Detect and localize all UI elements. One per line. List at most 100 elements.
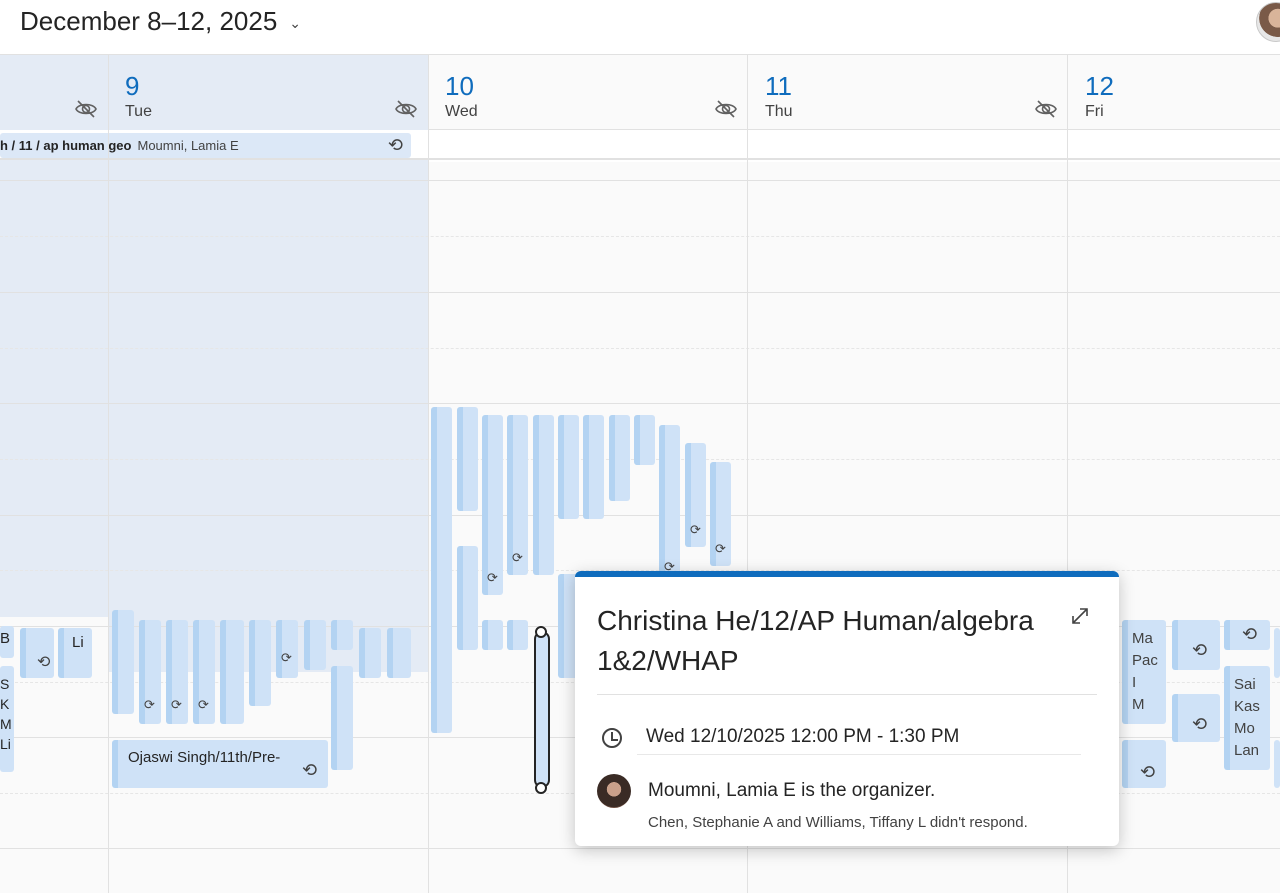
hour-line <box>0 180 1280 181</box>
column-divider <box>108 55 109 893</box>
expand-icon[interactable] <box>1069 605 1091 627</box>
calendar-event[interactable]: Sai Kas Mo Lan <box>1224 666 1270 770</box>
hour-line <box>0 515 1280 516</box>
repeat-icon: ⟲ <box>387 135 403 155</box>
calendar-event[interactable] <box>193 620 215 724</box>
day-header-tue[interactable]: 9 Tue <box>108 55 428 130</box>
calendar-event[interactable] <box>710 462 731 566</box>
day-header-wed[interactable]: 10 Wed <box>428 55 748 130</box>
calendar-event[interactable] <box>166 620 188 724</box>
resize-handle-top[interactable] <box>535 626 547 638</box>
calendar-event[interactable] <box>304 620 326 670</box>
calendar-event[interactable]: S K M Li <box>0 666 14 772</box>
eye-off-icon[interactable] <box>1034 97 1058 121</box>
event-peek-card: Christina He/12/AP Human/algebra 1&2/WHA… <box>575 571 1119 846</box>
repeat-icon: ⟲ <box>1242 624 1258 644</box>
calendar-event[interactable] <box>507 415 528 575</box>
calendar-event[interactable] <box>249 620 271 706</box>
column-divider <box>747 55 748 893</box>
calendar-event[interactable] <box>1172 694 1220 742</box>
day-number: 12 <box>1085 71 1114 101</box>
user-avatar[interactable] <box>1256 2 1280 42</box>
eye-off-icon[interactable] <box>74 97 98 121</box>
attendee-response-text: Chen, Stephanie A and Williams, Tiffany … <box>648 814 1028 831</box>
calendar-event[interactable] <box>457 407 478 511</box>
eye-off-icon[interactable] <box>394 97 418 121</box>
divider <box>597 694 1097 695</box>
repeat-icon: ⟳ <box>690 522 701 537</box>
repeat-icon: ⟳ <box>487 570 498 585</box>
calendar-event[interactable] <box>685 443 706 547</box>
tuesday-column-highlight <box>108 162 428 672</box>
calendar-event[interactable] <box>1122 740 1166 788</box>
organizer-text: Moumni, Lamia E is the organizer. <box>648 780 936 801</box>
organizer-avatar[interactable] <box>597 774 631 808</box>
calendar-event[interactable] <box>1224 620 1270 650</box>
eye-off-icon[interactable] <box>714 97 738 121</box>
divider <box>637 754 1081 755</box>
all-day-event[interactable]: h / 11 / ap human geo Moumni, Lamia E ⟲ <box>0 133 411 158</box>
event-title: Ojaswi Singh/11th/Pre- <box>128 749 281 766</box>
day-of-week: Wed <box>445 103 478 120</box>
calendar-event[interactable]: Ojaswi Singh/11th/Pre- <box>112 740 328 788</box>
calendar-event[interactable] <box>482 620 503 650</box>
calendar-event[interactable] <box>359 628 381 678</box>
day-header-fri[interactable]: 12 Fri <box>1068 55 1280 130</box>
clock-icon <box>602 728 622 748</box>
calendar-event[interactable] <box>112 610 134 714</box>
day-number: 10 <box>445 71 474 101</box>
event-time: Wed 12/10/2025 12:00 PM - 1:30 PM <box>646 726 960 747</box>
calendar-event[interactable] <box>431 407 452 733</box>
repeat-icon: ⟳ <box>715 541 726 556</box>
calendar-event[interactable]: B <box>0 626 14 658</box>
repeat-icon: ⟲ <box>37 654 51 671</box>
calendar-event[interactable] <box>634 415 655 465</box>
repeat-icon: ⟳ <box>144 697 155 712</box>
calendar-event[interactable] <box>331 620 353 650</box>
calendar-event[interactable] <box>331 666 353 770</box>
repeat-icon: ⟳ <box>512 550 523 565</box>
resize-handle-bottom[interactable] <box>535 782 547 794</box>
calendar-event[interactable] <box>387 628 411 678</box>
calendar-event[interactable] <box>558 415 579 519</box>
hour-line <box>0 403 1280 404</box>
calendar-event[interactable] <box>20 628 54 678</box>
day-number: 9 <box>125 71 140 101</box>
event-title: Sai Kas Mo Lan <box>1234 676 1260 759</box>
calendar-event[interactable] <box>583 415 604 519</box>
event-title: Li <box>72 634 84 651</box>
repeat-icon: ⟲ <box>1192 640 1208 660</box>
hour-line <box>0 292 1280 293</box>
calendar-event[interactable]: Li <box>58 628 92 678</box>
calendar-event[interactable] <box>1172 620 1220 670</box>
event-title: Ma Pac I M <box>1132 630 1158 713</box>
calendar-event[interactable] <box>507 620 528 650</box>
day-header-thu[interactable]: 11 Thu <box>748 55 1068 130</box>
event-title: Christina He/12/AP Human/algebra 1&2/WHA… <box>597 605 1034 676</box>
column-divider <box>428 55 429 893</box>
event-title: h / 11 / ap human geo <box>0 138 132 153</box>
calendar-event[interactable] <box>558 574 579 678</box>
calendar-event[interactable] <box>1274 628 1280 678</box>
event-title: S K M Li <box>0 676 12 752</box>
day-number: 11 <box>765 71 792 101</box>
half-hour-line <box>0 348 1280 349</box>
repeat-icon: ⟲ <box>1140 762 1156 782</box>
selected-event[interactable] <box>534 631 550 788</box>
repeat-icon: ⟳ <box>171 697 182 712</box>
calendar-event[interactable] <box>482 415 503 595</box>
half-hour-line <box>0 236 1280 237</box>
calendar-event[interactable] <box>220 620 244 724</box>
calendar-event[interactable] <box>457 546 478 650</box>
calendar-event[interactable] <box>609 415 630 501</box>
calendar-event[interactable] <box>276 620 298 678</box>
calendar-event[interactable] <box>1274 740 1280 788</box>
monday-column-highlight <box>0 162 108 617</box>
event-organizer: Moumni, Lamia E <box>137 138 239 153</box>
calendar-event[interactable]: Ma Pac I M <box>1122 620 1166 724</box>
calendar-event[interactable] <box>533 415 554 575</box>
calendar-event[interactable] <box>139 620 161 724</box>
calendar-event[interactable] <box>659 425 680 575</box>
date-range-picker[interactable]: December 8–12, 2025 ⌄ <box>20 6 301 37</box>
repeat-icon: ⟳ <box>664 559 675 574</box>
